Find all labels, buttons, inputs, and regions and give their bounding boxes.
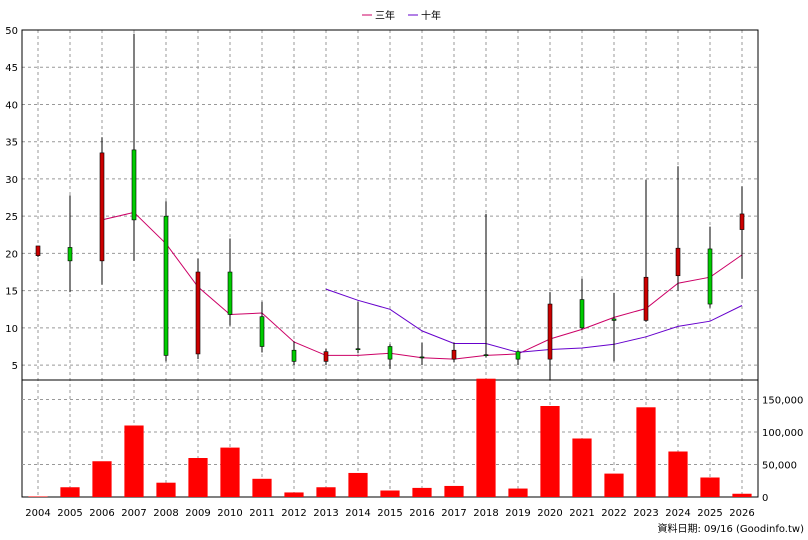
x-tick-label: 2026 bbox=[729, 508, 754, 519]
x-tick-label: 2022 bbox=[601, 508, 626, 519]
candle-body bbox=[227, 271, 233, 315]
x-tick-label: 2013 bbox=[313, 508, 338, 519]
volume-bar bbox=[700, 477, 720, 497]
candle-body bbox=[707, 248, 713, 305]
chart-legend: 三年 十年 bbox=[362, 9, 441, 22]
volume-bar bbox=[604, 473, 624, 497]
candle-body bbox=[259, 316, 265, 347]
x-tick-label: 2008 bbox=[153, 508, 178, 519]
volume-bar bbox=[732, 493, 752, 497]
volume-bar bbox=[476, 378, 496, 497]
volume-bar bbox=[188, 458, 208, 497]
volume-bar bbox=[508, 488, 528, 497]
candle-body bbox=[611, 318, 617, 321]
volume-bar bbox=[316, 487, 336, 497]
price-tick-label: 45 bbox=[5, 63, 18, 74]
volume-bar bbox=[252, 478, 272, 497]
price-tick-label: 35 bbox=[5, 138, 18, 149]
candle-body bbox=[291, 349, 297, 362]
x-tick-label: 2004 bbox=[25, 508, 50, 519]
x-tick-label: 2009 bbox=[185, 508, 210, 519]
candle-body bbox=[67, 247, 73, 262]
volume-bar bbox=[636, 407, 656, 497]
x-tick-label: 2018 bbox=[473, 508, 498, 519]
x-tick-label: 2015 bbox=[377, 508, 402, 519]
legend-label-10yr: 十年 bbox=[421, 9, 441, 22]
x-tick-label: 2023 bbox=[633, 508, 658, 519]
x-tick-label: 2006 bbox=[89, 508, 114, 519]
volume-bar bbox=[348, 472, 368, 497]
price-tick-label: 30 bbox=[5, 175, 18, 186]
candle-body bbox=[451, 349, 457, 360]
candle-body bbox=[643, 276, 649, 321]
candle-body bbox=[195, 271, 201, 355]
volume-bar bbox=[124, 425, 144, 497]
price-tick-label: 10 bbox=[5, 324, 18, 335]
volume-bar bbox=[540, 406, 560, 497]
legend-label-3yr: 三年 bbox=[375, 9, 395, 22]
candle-body bbox=[131, 149, 137, 221]
volume-bar bbox=[572, 438, 592, 497]
price-tick-label: 50 bbox=[5, 26, 18, 37]
volume-tick-label: 0 bbox=[762, 493, 768, 504]
x-axis: 2004 2005 2006 2007 2008 2009 2010 2011 2012 2013… bbox=[25, 508, 754, 519]
volume-tick-label: 150,000 bbox=[762, 396, 803, 407]
price-tick-label: 15 bbox=[5, 287, 18, 298]
volume-bar bbox=[380, 490, 400, 497]
candle-body bbox=[355, 348, 361, 351]
x-tick-label: 2017 bbox=[441, 508, 466, 519]
candle-body bbox=[579, 299, 585, 329]
x-tick-label: 2024 bbox=[665, 508, 690, 519]
candle-body bbox=[387, 346, 393, 360]
x-tick-label: 2012 bbox=[281, 508, 306, 519]
x-tick-label: 2019 bbox=[505, 508, 530, 519]
source-footer: 資料日期: 09/16 (Goodinfo.tw) bbox=[657, 522, 804, 535]
x-tick-label: 2021 bbox=[569, 508, 594, 519]
volume-panel: 0 50,000 100,000 150,000 bbox=[22, 378, 803, 504]
candle-body bbox=[675, 247, 681, 277]
volume-bar bbox=[444, 485, 464, 497]
price-tick-label: 20 bbox=[5, 249, 18, 260]
volume-bar bbox=[412, 487, 432, 497]
x-tick-label: 2005 bbox=[57, 508, 82, 519]
x-tick-label: 2025 bbox=[697, 508, 722, 519]
candle-body bbox=[483, 354, 489, 356]
volume-bar bbox=[28, 496, 48, 497]
ma-line-10yr bbox=[325, 288, 743, 353]
x-tick-label: 2007 bbox=[121, 508, 146, 519]
x-tick-label: 2014 bbox=[345, 508, 370, 519]
volume-bar bbox=[92, 461, 112, 497]
price-tick-label: 5 bbox=[12, 361, 18, 372]
candle-body bbox=[99, 152, 105, 262]
candle-body bbox=[515, 351, 521, 360]
volume-bar bbox=[156, 482, 176, 497]
candle-body bbox=[547, 303, 553, 360]
volume-tick-label: 50,000 bbox=[762, 461, 797, 472]
x-tick-label: 2011 bbox=[249, 508, 274, 519]
price-tick-label: 40 bbox=[5, 100, 18, 111]
candle-body bbox=[739, 213, 745, 230]
candle-body bbox=[35, 245, 41, 256]
volume-bar bbox=[220, 447, 240, 497]
x-tick-label: 2010 bbox=[217, 508, 242, 519]
candle-body bbox=[323, 351, 329, 362]
volume-bar bbox=[668, 451, 688, 497]
x-tick-label: 2020 bbox=[537, 508, 562, 519]
volume-bar bbox=[284, 492, 304, 497]
price-tick-label: 25 bbox=[5, 212, 18, 223]
x-tick-label: 2016 bbox=[409, 508, 434, 519]
volume-tick-label: 100,000 bbox=[762, 428, 803, 439]
candle-body bbox=[419, 356, 425, 359]
volume-bar bbox=[60, 487, 80, 497]
candle-body bbox=[163, 215, 169, 356]
